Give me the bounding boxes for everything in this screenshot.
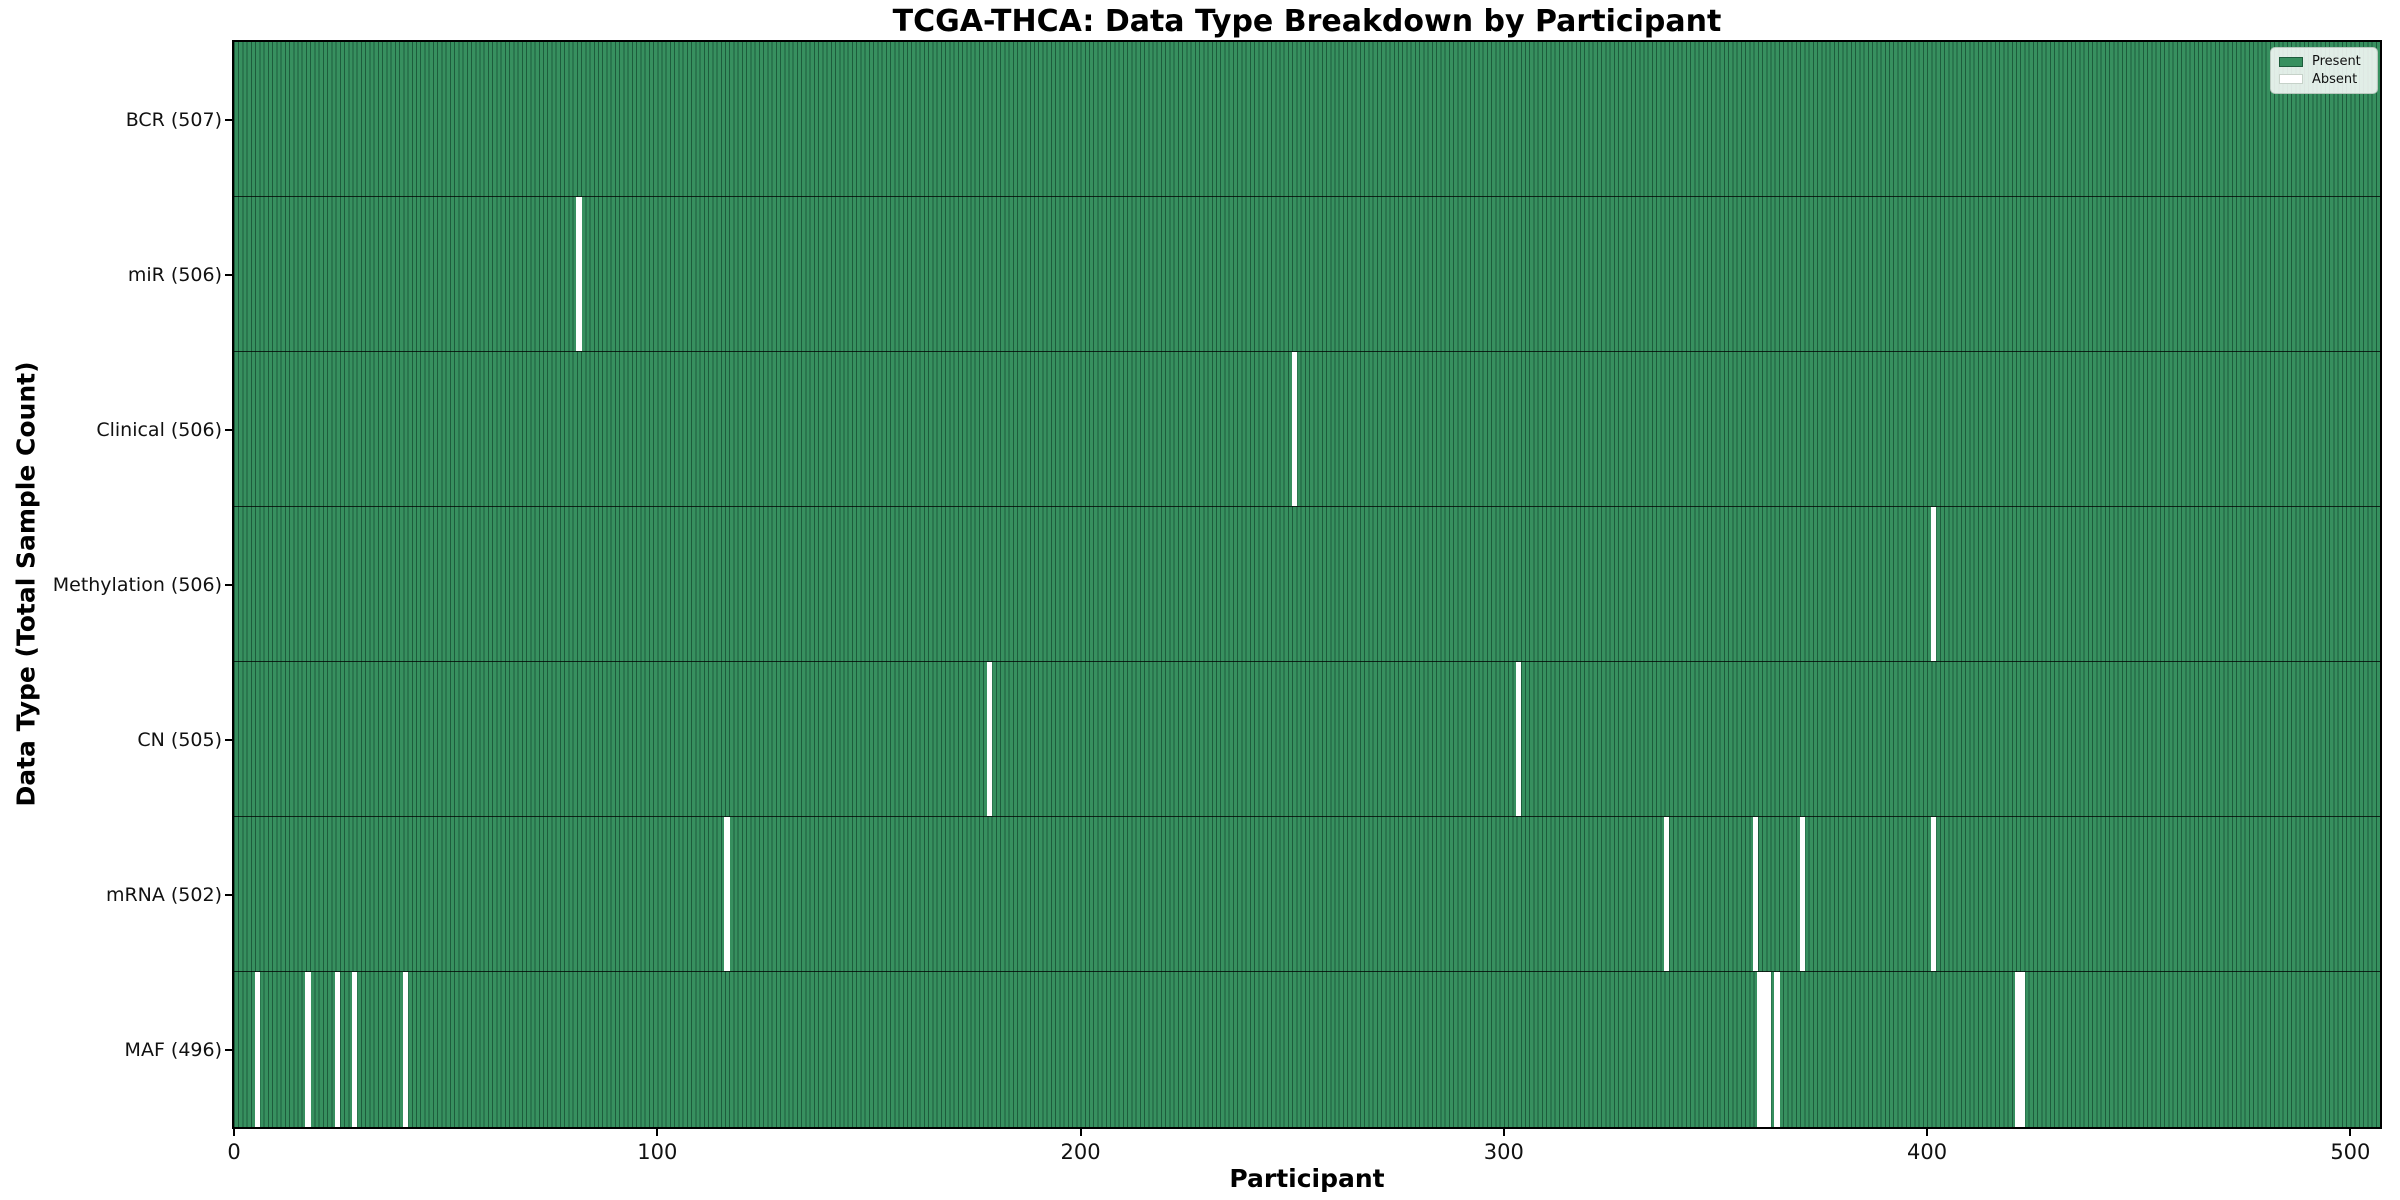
y-tick-label: Methylation (506) — [52, 573, 222, 596]
x-tick-mark — [2349, 1127, 2352, 1136]
y-tick-mark — [225, 118, 234, 121]
x-tick-mark — [1926, 1127, 1929, 1136]
y-tick-label: CN (505) — [137, 728, 222, 751]
x-tick-mark — [1502, 1127, 1505, 1136]
legend-label-absent: Absent — [2312, 71, 2358, 87]
legend-entry-absent: Absent — [2279, 73, 2369, 86]
plot-area — [234, 42, 2380, 1127]
absent-mark — [1930, 507, 1937, 661]
x-tick-mark — [1079, 1127, 1082, 1136]
row-Clinical — [234, 352, 2380, 507]
legend-label-present: Present — [2312, 54, 2361, 70]
y-tick-mark — [225, 428, 234, 431]
row-BCR — [234, 42, 2380, 197]
y-tick-mark — [225, 583, 234, 586]
y-tick-label: BCR (507) — [125, 108, 222, 131]
y-tick-mark — [225, 1048, 234, 1051]
x-tick-label: 100 — [637, 1140, 678, 1164]
absent-mark — [1761, 972, 1767, 1127]
absent-mark — [576, 197, 582, 351]
absent-mark — [1930, 817, 1937, 971]
y-tick-mark — [225, 273, 234, 276]
absent-mark — [305, 972, 311, 1127]
row-CN — [234, 662, 2380, 817]
y-tick-label: Clinical (506) — [96, 418, 222, 441]
absent-mark — [724, 817, 730, 971]
legend-entry-present: Present — [2279, 55, 2369, 68]
legend: Present Absent — [2270, 47, 2378, 94]
x-tick-label: 200 — [1060, 1140, 1101, 1164]
row-miR — [234, 197, 2380, 352]
absent-mark — [351, 972, 358, 1127]
x-tick-label: 500 — [2330, 1140, 2371, 1164]
absent-mark — [1664, 817, 1670, 971]
x-tick-mark — [656, 1127, 659, 1136]
x-tick-label: 0 — [227, 1140, 241, 1164]
y-tick-label: miR (506) — [127, 263, 222, 286]
absent-mark — [254, 972, 260, 1127]
x-tick-label: 300 — [1483, 1140, 1524, 1164]
absent-mark — [1765, 972, 1772, 1127]
y-tick-mark — [225, 738, 234, 741]
x-axis-label: Participant — [1229, 1164, 1385, 1193]
absent-mark — [1757, 972, 1763, 1127]
x-tick-mark — [233, 1127, 235, 1136]
absent-mark — [2019, 972, 2026, 1127]
row-mRNA — [234, 817, 2380, 972]
absent-mark — [2015, 972, 2021, 1127]
absent-mark — [1515, 662, 1522, 816]
absent-mark — [986, 662, 993, 816]
absent-mark — [1752, 817, 1759, 971]
chart-title: TCGA-THCA: Data Type Breakdown by Partic… — [892, 4, 1722, 39]
row-MAF — [234, 972, 2380, 1127]
y-tick-label: MAF (496) — [124, 1038, 222, 1061]
present-swatch-icon — [2279, 56, 2303, 67]
row-Methylation — [234, 507, 2380, 662]
x-tick-label: 400 — [1907, 1140, 1948, 1164]
y-tick-mark — [225, 893, 234, 896]
absent-mark — [402, 972, 409, 1127]
absent-swatch-icon — [2279, 74, 2303, 85]
y-tick-label: mRNA (502) — [105, 883, 222, 906]
absent-mark — [1799, 817, 1805, 971]
absent-mark — [1291, 352, 1297, 506]
absent-mark — [334, 972, 341, 1127]
absent-mark — [1774, 972, 1780, 1127]
